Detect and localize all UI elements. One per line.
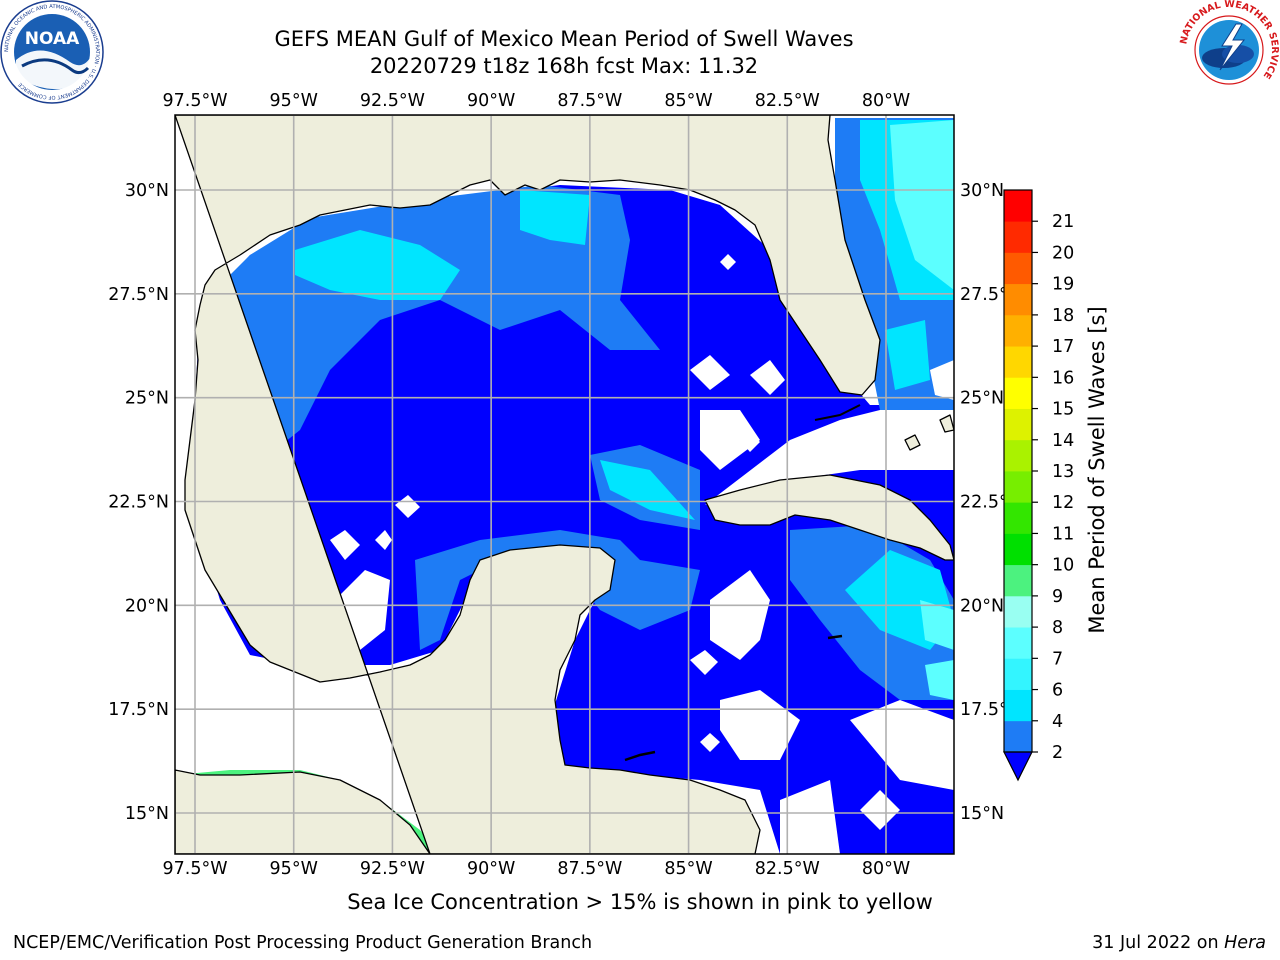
colorbar-tick-label: 19 (1052, 275, 1074, 295)
map-frame (174, 114, 955, 855)
lat-tick-label-left: 20°N (125, 596, 169, 616)
lat-tick-label-left: 15°N (125, 804, 169, 824)
lon-tick-label-bottom: 87.5°W (557, 859, 622, 879)
colorbar-tick-label: 2 (1052, 743, 1063, 763)
noaa-logo: NOAA NATIONAL OCEANIC AND ATMOSPHERIC AD… (0, 0, 104, 104)
lon-tick-label-top: 87.5°W (557, 91, 622, 111)
lon-tick-label-bottom: 92.5°W (360, 859, 425, 879)
land-cuba (704, 474, 954, 561)
colorbar-bin (1004, 377, 1032, 409)
contour-6-8 (890, 120, 954, 290)
footer-date: 31 Jul 2022 on Hera (1092, 933, 1266, 953)
footer-credit: NCEP/EMC/Verification Post Processing Pr… (13, 933, 593, 953)
colorbar-tick-label: 16 (1052, 368, 1074, 388)
chart-title: GEFS MEAN Gulf of Mexico Mean Period of … (274, 27, 854, 51)
colorbar-bin (1004, 720, 1032, 753)
grid-lines (175, 115, 954, 854)
lat-tick-label-left: 27.5°N (108, 285, 169, 305)
colorbar-bin (1004, 502, 1032, 534)
lat-tick-label-left: 30°N (125, 181, 169, 201)
colorbar-tick-label: 8 (1052, 618, 1063, 638)
lat-tick-label-right: 25°N (960, 389, 1004, 409)
colorbar-bin (1004, 283, 1032, 316)
lon-tick-label-top: 97.5°W (162, 91, 227, 111)
colorbar-tick-label: 18 (1052, 306, 1074, 326)
colorbar-bin (1004, 439, 1032, 472)
colorbar-bin (1004, 627, 1032, 659)
colorbar-bin (1004, 564, 1032, 597)
colorbar-tick-label: 4 (1052, 712, 1063, 732)
footer-host: Hera (1224, 933, 1266, 953)
no-data-patches (305, 254, 954, 854)
colorbar-bin (1004, 252, 1032, 285)
lon-tick-label-bottom: 95°W (270, 859, 318, 879)
lon-tick-label-bottom: 97.5°W (162, 859, 227, 879)
noaa-wordmark: NOAA (25, 29, 80, 49)
colorbar-bin (1004, 471, 1032, 503)
colorbar-tick-label: 7 (1052, 649, 1063, 669)
contour-4-6 (295, 230, 460, 300)
lon-tick-label-top: 82.5°W (755, 91, 820, 111)
lon-ticks-top: 97.5°W 95°W 92.5°W 90°W 87.5°W 85°W 82.5°W 80°W (162, 91, 910, 111)
contour-below-2 (195, 185, 954, 854)
sea-ice-note: Sea Ice Concentration > 15% is shown in … (347, 890, 933, 914)
colorbar-under-triangle (1003, 751, 1033, 782)
lat-tick-label-left: 22.5°N (108, 493, 169, 513)
colorbar-bin (1004, 314, 1032, 347)
colorbar-tick-label: 11 (1052, 524, 1074, 544)
lon-tick-label-top: 95°W (270, 91, 318, 111)
lon-tick-label-bottom: 80°W (862, 859, 910, 879)
lon-tick-label-top: 85°W (664, 91, 712, 111)
colorbar-tick-label: 13 (1052, 462, 1074, 482)
colorbar-tick-label: 15 (1052, 400, 1074, 420)
colorbar-bin (1004, 658, 1032, 690)
lat-tick-label-right: 20°N (960, 596, 1004, 616)
lon-tick-label-top: 90°W (467, 91, 515, 111)
lat-ticks-left: 15°N 17.5°N 20°N 22.5°N 25°N 27.5°N 30°N (108, 181, 169, 824)
lon-tick-label-bottom: 82.5°W (755, 859, 820, 879)
colorbar-tick-label: 17 (1052, 337, 1074, 357)
lon-tick-label-top: 80°W (862, 91, 910, 111)
colorbar-bin (1004, 689, 1032, 722)
lat-tick-label-right: 30°N (960, 181, 1004, 201)
lat-tick-label-right: 15°N (960, 804, 1004, 824)
colorbar-tick-label: 12 (1052, 493, 1074, 513)
colorbar-bin (1004, 221, 1032, 253)
colorbar-tick-label: 10 (1052, 556, 1074, 576)
nws-logo: NATIONAL WEATHER SERVICE (1178, 0, 1280, 98)
lon-tick-label-bottom: 85°W (664, 859, 712, 879)
colorbar-tick-label: 6 (1052, 681, 1063, 701)
lon-tick-label-top: 92.5°W (360, 91, 425, 111)
colorbar-tick-label: 20 (1052, 243, 1074, 263)
lon-ticks-bottom: 97.5°W 95°W 92.5°W 90°W 87.5°W 85°W 82.5°W 80°W (162, 859, 910, 879)
colorbar-tick-label: 14 (1052, 431, 1074, 451)
colorbar-label: Mean Period of Swell Waves [s] (1085, 306, 1109, 633)
lon-tick-label-bottom: 90°W (467, 859, 515, 879)
colorbar-bin (1004, 190, 1032, 222)
chart-subtitle: 20220729 t18z 168h fcst Max: 11.32 (369, 54, 759, 78)
colorbar: 2 4 6 7 8 9 10 11 12 13 14 15 16 17 18 19 20 21 (1003, 189, 1074, 782)
lat-tick-label-left: 17.5°N (108, 700, 169, 720)
lat-tick-label-left: 25°N (125, 389, 169, 409)
colorbar-bin (1004, 533, 1032, 566)
colorbar-tick-label: 9 (1052, 587, 1063, 607)
colorbar-bin (1004, 408, 1032, 441)
colorbar-bin (1004, 346, 1032, 378)
colorbar-tick-label: 21 (1052, 212, 1074, 232)
colorbar-bin (1004, 595, 1032, 628)
